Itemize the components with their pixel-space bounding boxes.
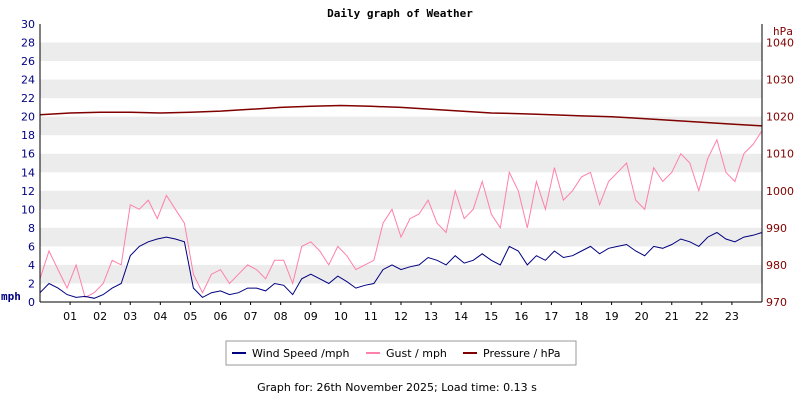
- grid-band: [40, 79, 762, 99]
- x-axis-tick-label: 18: [575, 310, 589, 323]
- legend-label-wind: Wind Speed /mph: [252, 347, 350, 360]
- x-axis-tick-label: 06: [214, 310, 228, 323]
- gust-line: [39, 130, 763, 299]
- x-axis-tick-label: 12: [394, 310, 408, 323]
- legend-box: [225, 340, 577, 366]
- left-axis-tick-label: 24: [21, 74, 35, 87]
- x-axis-tick-label: 10: [334, 310, 348, 323]
- x-axis-tick-label: 02: [93, 310, 107, 323]
- left-axis-tick-label: 22: [21, 92, 35, 105]
- left-axis-tick-label: 14: [21, 166, 35, 179]
- left-axis-tick-label: 2: [28, 277, 35, 290]
- x-axis-ticks: 01 02 03 04 05 06 07 08 09 10 11 12 13 14 15 16 17 18 19 20…: [63, 302, 739, 323]
- left-axis-tick-label: 12: [21, 185, 35, 198]
- grid-band: [40, 264, 762, 284]
- x-axis-tick-label: 09: [304, 310, 318, 323]
- grid-band: [40, 190, 762, 210]
- x-axis-tick-label: 20: [635, 310, 649, 323]
- x-axis-tick-label: 05: [183, 310, 197, 323]
- left-axis-tick-label: 30: [21, 18, 35, 31]
- right-axis-tick-label: 1020: [766, 111, 794, 124]
- x-axis-tick-label: 19: [605, 310, 619, 323]
- left-axis-tick-label: 20: [21, 111, 35, 124]
- footer-text: Graph for: 26th November 2025; Load time…: [257, 381, 537, 394]
- left-axis-tick-label: 8: [28, 222, 35, 235]
- x-axis-tick-label: 08: [274, 310, 288, 323]
- right-axis-tick-label: 1000: [766, 185, 794, 198]
- right-axis-tick-label: 970: [766, 296, 787, 309]
- legend-label-pressure: Pressure / hPa: [483, 347, 561, 360]
- left-axis-tick-label: 16: [21, 148, 35, 161]
- right-axis-tick-label: 980: [766, 259, 787, 272]
- right-axis-label: hPa: [773, 25, 793, 38]
- x-axis-tick-label: 11: [364, 310, 378, 323]
- x-axis-tick-label: 15: [484, 310, 498, 323]
- x-axis-tick-label: 16: [514, 310, 528, 323]
- x-axis-tick-label: 07: [244, 310, 258, 323]
- left-axis-tick-label: 18: [21, 129, 35, 142]
- right-axis-tick-label: 990: [766, 222, 787, 235]
- right-axis-tick-label: 1010: [766, 148, 794, 161]
- x-axis-tick-label: 03: [123, 310, 137, 323]
- x-axis-tick-label: 04: [153, 310, 167, 323]
- x-axis-tick-label: 23: [725, 310, 739, 323]
- x-axis-tick-label: 01: [63, 310, 77, 323]
- right-axis-tick-label: 1030: [766, 74, 794, 87]
- left-axis-label: mph: [1, 290, 21, 303]
- legend-label-gust: Gust / mph: [386, 347, 447, 360]
- left-axis-tick-label: 26: [21, 55, 35, 68]
- legend: Wind Speed /mph Gust / mph Pressure / hP…: [225, 340, 577, 366]
- x-axis-tick-label: 14: [454, 310, 468, 323]
- x-axis-tick-label: 22: [695, 310, 709, 323]
- grid-band: [40, 42, 762, 62]
- left-axis-tick-label: 10: [21, 203, 35, 216]
- left-axis-tick-label: 4: [28, 259, 35, 272]
- right-axis-tick-label: 1040: [766, 37, 794, 50]
- series-lines: [39, 104, 763, 299]
- grid-band: [40, 153, 762, 173]
- left-axis-tick-label: 6: [28, 240, 35, 253]
- left-axis-tick-label: 0: [28, 296, 35, 309]
- chart-title: Daily graph of Weather: [327, 7, 473, 20]
- wind-speed-line: [39, 231, 763, 299]
- left-axis-tick-label: 28: [21, 37, 35, 50]
- grid-band: [40, 116, 762, 136]
- x-axis-tick-label: 13: [424, 310, 438, 323]
- grid-bands: [40, 42, 762, 284]
- x-axis-tick-label: 17: [544, 310, 558, 323]
- x-axis-tick-label: 21: [665, 310, 679, 323]
- pressure-line: [39, 104, 763, 127]
- right-axis-ticks: 970 980 990 1000 1010 1020 1030 1040: [766, 37, 794, 309]
